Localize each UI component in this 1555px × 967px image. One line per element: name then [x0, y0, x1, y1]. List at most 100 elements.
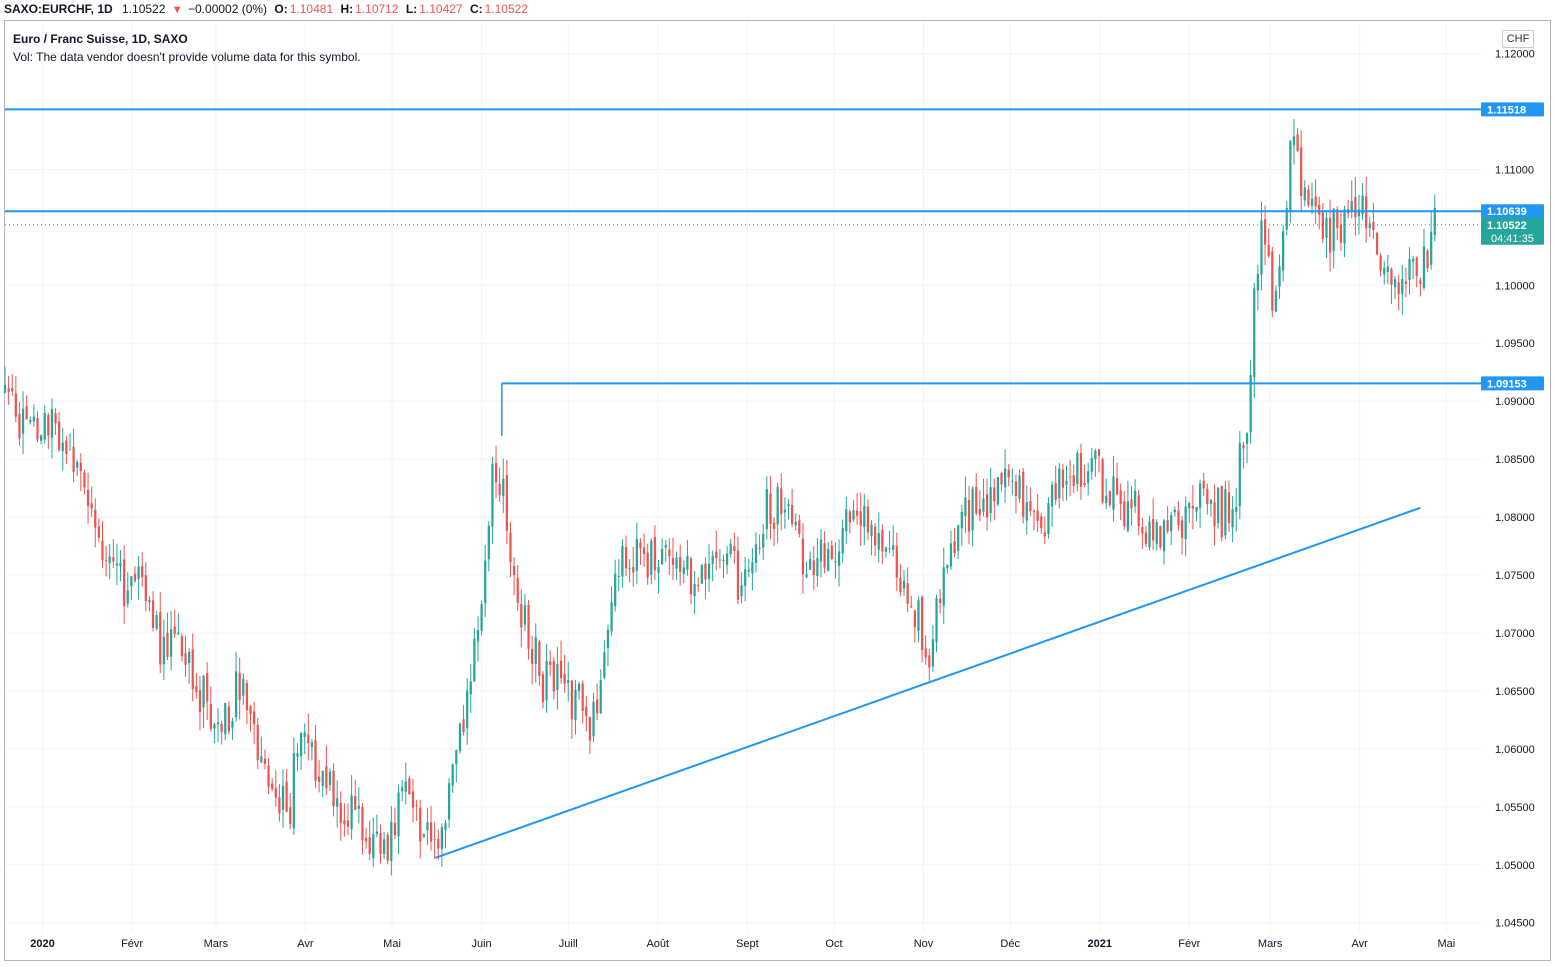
- candle-body[interactable]: [90, 503, 93, 509]
- candle-body[interactable]: [1412, 258, 1415, 262]
- candle-body[interactable]: [1285, 208, 1288, 230]
- candle-body[interactable]: [58, 421, 61, 450]
- candle-body[interactable]: [32, 416, 36, 422]
- candle-body[interactable]: [1339, 225, 1343, 243]
- candle-body[interactable]: [260, 756, 263, 763]
- candle-body[interactable]: [855, 510, 859, 516]
- candle-body[interactable]: [1217, 487, 1220, 524]
- candle-body[interactable]: [1393, 279, 1397, 288]
- candle-body[interactable]: [538, 641, 541, 676]
- candle-body[interactable]: [895, 546, 898, 578]
- candle-body[interactable]: [1068, 476, 1072, 478]
- candle-body[interactable]: [978, 508, 981, 515]
- candle-body[interactable]: [318, 776, 321, 782]
- candle-body[interactable]: [653, 537, 657, 571]
- candle-body[interactable]: [783, 509, 787, 513]
- candle-body[interactable]: [1314, 196, 1317, 207]
- candle-body[interactable]: [910, 606, 913, 608]
- candle-body[interactable]: [1383, 267, 1386, 275]
- candle-body[interactable]: [1292, 136, 1296, 146]
- candle-body[interactable]: [76, 462, 79, 468]
- candle-body[interactable]: [1133, 490, 1137, 507]
- candle-body[interactable]: [79, 462, 82, 472]
- candle-body[interactable]: [563, 673, 566, 684]
- candle-body[interactable]: [1180, 520, 1184, 538]
- candle-body[interactable]: [382, 839, 386, 855]
- candle-body[interactable]: [11, 388, 14, 392]
- candle-body[interactable]: [227, 706, 230, 732]
- candle-body[interactable]: [375, 831, 379, 835]
- candle-body[interactable]: [1195, 507, 1198, 512]
- candle-body[interactable]: [1022, 471, 1025, 517]
- candle-body[interactable]: [834, 561, 837, 563]
- candle-body[interactable]: [1303, 187, 1306, 201]
- candle-body[interactable]: [206, 673, 209, 702]
- candle-body[interactable]: [455, 750, 458, 765]
- candle-body[interactable]: [1177, 510, 1180, 526]
- candle-body[interactable]: [632, 567, 635, 573]
- candle-body[interactable]: [209, 704, 212, 729]
- candle-body[interactable]: [1173, 509, 1176, 513]
- candle-body[interactable]: [1097, 449, 1101, 456]
- candle-body[interactable]: [552, 661, 555, 692]
- candle-body[interactable]: [982, 498, 985, 512]
- candle-body[interactable]: [123, 559, 126, 606]
- candle-body[interactable]: [671, 558, 675, 565]
- candle-body[interactable]: [180, 636, 184, 657]
- candle-body[interactable]: [668, 549, 671, 557]
- candle-body[interactable]: [307, 734, 310, 744]
- candle-body[interactable]: [939, 598, 942, 603]
- candle-body[interactable]: [902, 580, 906, 589]
- candle-body[interactable]: [975, 487, 978, 514]
- candle-body[interactable]: [339, 802, 342, 824]
- candle-body[interactable]: [892, 545, 895, 550]
- candle-body[interactable]: [841, 527, 844, 554]
- candle-body[interactable]: [159, 612, 162, 665]
- candle-body[interactable]: [1058, 468, 1061, 499]
- candle-body[interactable]: [718, 559, 722, 561]
- candle-body[interactable]: [1256, 273, 1259, 291]
- candle-body[interactable]: [1025, 502, 1028, 521]
- candle-body[interactable]: [184, 653, 187, 665]
- candle-body[interactable]: [917, 600, 920, 631]
- candle-body[interactable]: [1318, 204, 1321, 215]
- candle-body[interactable]: [137, 566, 140, 580]
- candle-body[interactable]: [729, 543, 732, 555]
- candle-body[interactable]: [1054, 483, 1057, 500]
- candle-body[interactable]: [577, 683, 581, 692]
- candle-body[interactable]: [451, 764, 454, 786]
- candle-body[interactable]: [281, 785, 285, 810]
- candle-body[interactable]: [14, 393, 17, 417]
- candle-body[interactable]: [1249, 375, 1252, 433]
- candle-body[interactable]: [809, 559, 812, 570]
- candle-body[interactable]: [971, 488, 974, 531]
- candle-body[interactable]: [484, 560, 487, 604]
- candle-body[interactable]: [267, 765, 270, 787]
- candle-body[interactable]: [1115, 478, 1119, 495]
- candle-body[interactable]: [798, 520, 801, 534]
- candle-body[interactable]: [621, 545, 624, 577]
- candle-body[interactable]: [758, 547, 761, 549]
- candle-body[interactable]: [617, 576, 620, 578]
- candle-body[interactable]: [220, 724, 223, 732]
- candle-body[interactable]: [964, 497, 967, 516]
- candle-body[interactable]: [325, 766, 328, 789]
- candle-body[interactable]: [776, 486, 779, 525]
- candle-body[interactable]: [722, 560, 725, 562]
- candle-body[interactable]: [1289, 140, 1292, 213]
- candle-body[interactable]: [245, 682, 249, 711]
- candle-body[interactable]: [271, 783, 274, 789]
- candle-body[interactable]: [354, 796, 357, 810]
- candle-body[interactable]: [1043, 532, 1046, 537]
- candle-body[interactable]: [852, 510, 855, 520]
- candle-body[interactable]: [942, 567, 945, 606]
- candle-body[interactable]: [487, 525, 490, 560]
- candle-body[interactable]: [863, 505, 866, 527]
- candle-body[interactable]: [790, 505, 794, 524]
- candle-body[interactable]: [289, 807, 292, 824]
- candle-body[interactable]: [599, 680, 602, 714]
- candle-body[interactable]: [780, 488, 783, 514]
- candle-body[interactable]: [1253, 288, 1256, 378]
- candle-body[interactable]: [1108, 491, 1111, 506]
- candle-body[interactable]: [169, 629, 173, 657]
